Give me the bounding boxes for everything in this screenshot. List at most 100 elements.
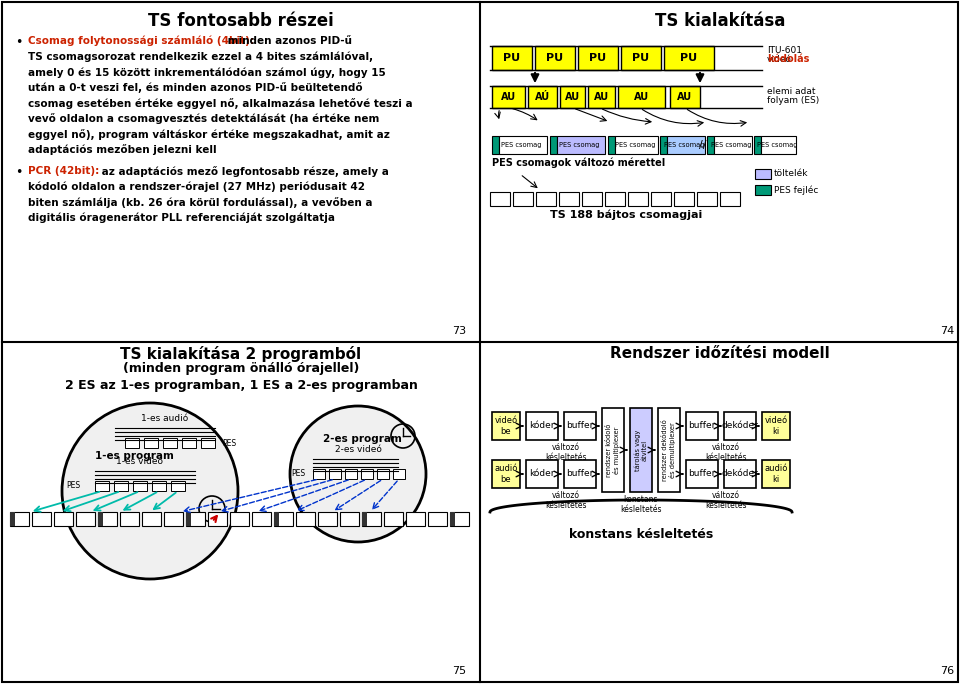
Text: AU: AU: [501, 92, 516, 102]
Bar: [658, 408, 680, 492]
Text: •: •: [15, 36, 22, 49]
Bar: [142, 512, 161, 526]
Bar: [707, 136, 714, 154]
Text: változó
késleltetés: változó késleltetés: [706, 491, 747, 510]
Text: adaptációs mezőben jelezni kell: adaptációs mezőben jelezni kell: [28, 144, 217, 155]
Bar: [667, 136, 705, 154]
Text: dekóder: dekóder: [722, 469, 758, 479]
Text: eggyel nő), program váltáskor értéke megszakadhat, amit az: eggyel nő), program váltáskor értéke meg…: [28, 129, 390, 140]
Bar: [578, 46, 618, 70]
Text: AU: AU: [634, 92, 649, 102]
Bar: [630, 408, 652, 492]
Bar: [550, 136, 557, 154]
Text: AU: AU: [594, 92, 609, 102]
Text: 1-es videó: 1-es videó: [116, 457, 163, 466]
Text: PES: PES: [222, 438, 236, 447]
Bar: [120, 512, 139, 526]
Bar: [755, 185, 771, 195]
Bar: [313, 469, 325, 479]
Text: (minden program önálló órajellel): (minden program önálló órajellel): [123, 362, 359, 375]
Bar: [608, 136, 615, 154]
Text: PES: PES: [66, 482, 80, 490]
Text: 75: 75: [452, 666, 466, 676]
Bar: [318, 512, 337, 526]
Bar: [450, 512, 455, 526]
Text: videó: videó: [767, 55, 792, 64]
Bar: [513, 192, 533, 206]
Bar: [163, 438, 177, 448]
Text: TS kialakítása: TS kialakítása: [655, 12, 785, 30]
Text: töltelék: töltelék: [774, 170, 808, 179]
Bar: [686, 412, 718, 440]
Text: változó
késleltetés: változó késleltetés: [545, 491, 587, 510]
Text: 73: 73: [452, 326, 466, 336]
Bar: [602, 408, 624, 492]
Bar: [605, 192, 625, 206]
Text: 2-es program: 2-es program: [323, 434, 402, 444]
Text: PES fejléc: PES fejléc: [774, 185, 818, 195]
Text: PES csomag: PES csomag: [614, 142, 656, 148]
Bar: [164, 512, 183, 526]
Bar: [10, 512, 29, 526]
Text: PES csomag: PES csomag: [711, 142, 752, 148]
Bar: [618, 86, 665, 108]
Bar: [362, 512, 381, 526]
Bar: [230, 512, 249, 526]
Text: TS fontosabb részei: TS fontosabb részei: [148, 12, 334, 30]
Text: PU: PU: [546, 53, 564, 63]
Bar: [152, 481, 166, 491]
Bar: [492, 460, 520, 488]
Bar: [125, 438, 139, 448]
Circle shape: [290, 406, 426, 542]
Text: AU: AU: [564, 92, 580, 102]
Text: videó
be: videó be: [494, 417, 517, 436]
Bar: [329, 469, 341, 479]
Text: PES csomag: PES csomag: [560, 142, 600, 148]
Bar: [95, 481, 109, 491]
Bar: [384, 512, 403, 526]
Text: PES csomag: PES csomag: [756, 142, 797, 148]
Bar: [10, 512, 15, 526]
Text: változó
késleltetés: változó késleltetés: [706, 443, 747, 462]
Bar: [144, 438, 158, 448]
Text: 2-es videó: 2-es videó: [335, 445, 381, 454]
Bar: [762, 412, 790, 440]
Bar: [274, 512, 293, 526]
Bar: [186, 512, 205, 526]
Text: változó
késleltetés: változó késleltetés: [545, 443, 587, 462]
Text: konstans késleltetés: konstans késleltetés: [569, 528, 713, 541]
Bar: [450, 512, 469, 526]
Bar: [54, 512, 73, 526]
Bar: [761, 136, 796, 154]
Text: TS 188 bájtos csomagjai: TS 188 bájtos csomagjai: [550, 210, 702, 220]
Bar: [535, 46, 575, 70]
Text: TS kialakítása 2 programból: TS kialakítása 2 programból: [120, 346, 362, 362]
Bar: [201, 438, 215, 448]
Bar: [492, 412, 520, 440]
Text: PES csomag: PES csomag: [501, 142, 541, 148]
Bar: [660, 136, 667, 154]
Text: kódolás: kódolás: [767, 54, 809, 64]
Text: audió
be: audió be: [494, 464, 517, 484]
Text: dekóder: dekóder: [722, 421, 758, 430]
Bar: [377, 469, 389, 479]
Text: 74: 74: [940, 326, 954, 336]
Text: 76: 76: [940, 666, 954, 676]
Bar: [406, 512, 425, 526]
Text: amely 0 és 15 között inkrementálódóan számol úgy, hogy 15: amely 0 és 15 között inkrementálódóan sz…: [28, 67, 386, 77]
Bar: [720, 192, 740, 206]
Text: után a 0-t veszi fel, és minden azonos PID-ű beültetendő: után a 0-t veszi fel, és minden azonos P…: [28, 83, 363, 94]
Circle shape: [62, 403, 238, 579]
Text: //: //: [699, 140, 707, 150]
Text: az adaptációs mező legfontosabb része, amely a: az adaptációs mező legfontosabb része, a…: [98, 166, 389, 177]
Bar: [724, 412, 756, 440]
Bar: [754, 136, 761, 154]
Bar: [296, 512, 315, 526]
Text: csomag esetében értéke eggyel nő, alkalmazása lehetővé teszi a: csomag esetében értéke eggyel nő, alkalm…: [28, 98, 413, 109]
Text: buffer: buffer: [688, 469, 716, 479]
Bar: [114, 481, 128, 491]
Bar: [560, 86, 585, 108]
Bar: [714, 136, 752, 154]
Bar: [755, 169, 771, 179]
Text: PES csomagok változó mérettel: PES csomagok változó mérettel: [492, 158, 665, 168]
